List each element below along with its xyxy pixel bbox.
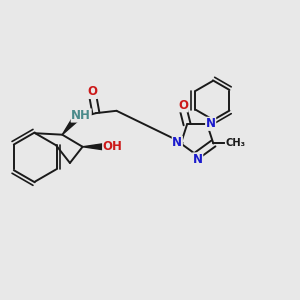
Text: O: O	[87, 85, 98, 98]
Polygon shape	[62, 116, 78, 135]
Text: CH₃: CH₃	[225, 139, 245, 148]
Text: OH: OH	[103, 140, 122, 153]
Text: N: N	[206, 117, 216, 130]
Text: NH: NH	[71, 109, 91, 122]
Text: N: N	[193, 153, 203, 166]
Text: O: O	[178, 99, 188, 112]
Polygon shape	[82, 143, 105, 150]
Text: N: N	[172, 136, 182, 149]
